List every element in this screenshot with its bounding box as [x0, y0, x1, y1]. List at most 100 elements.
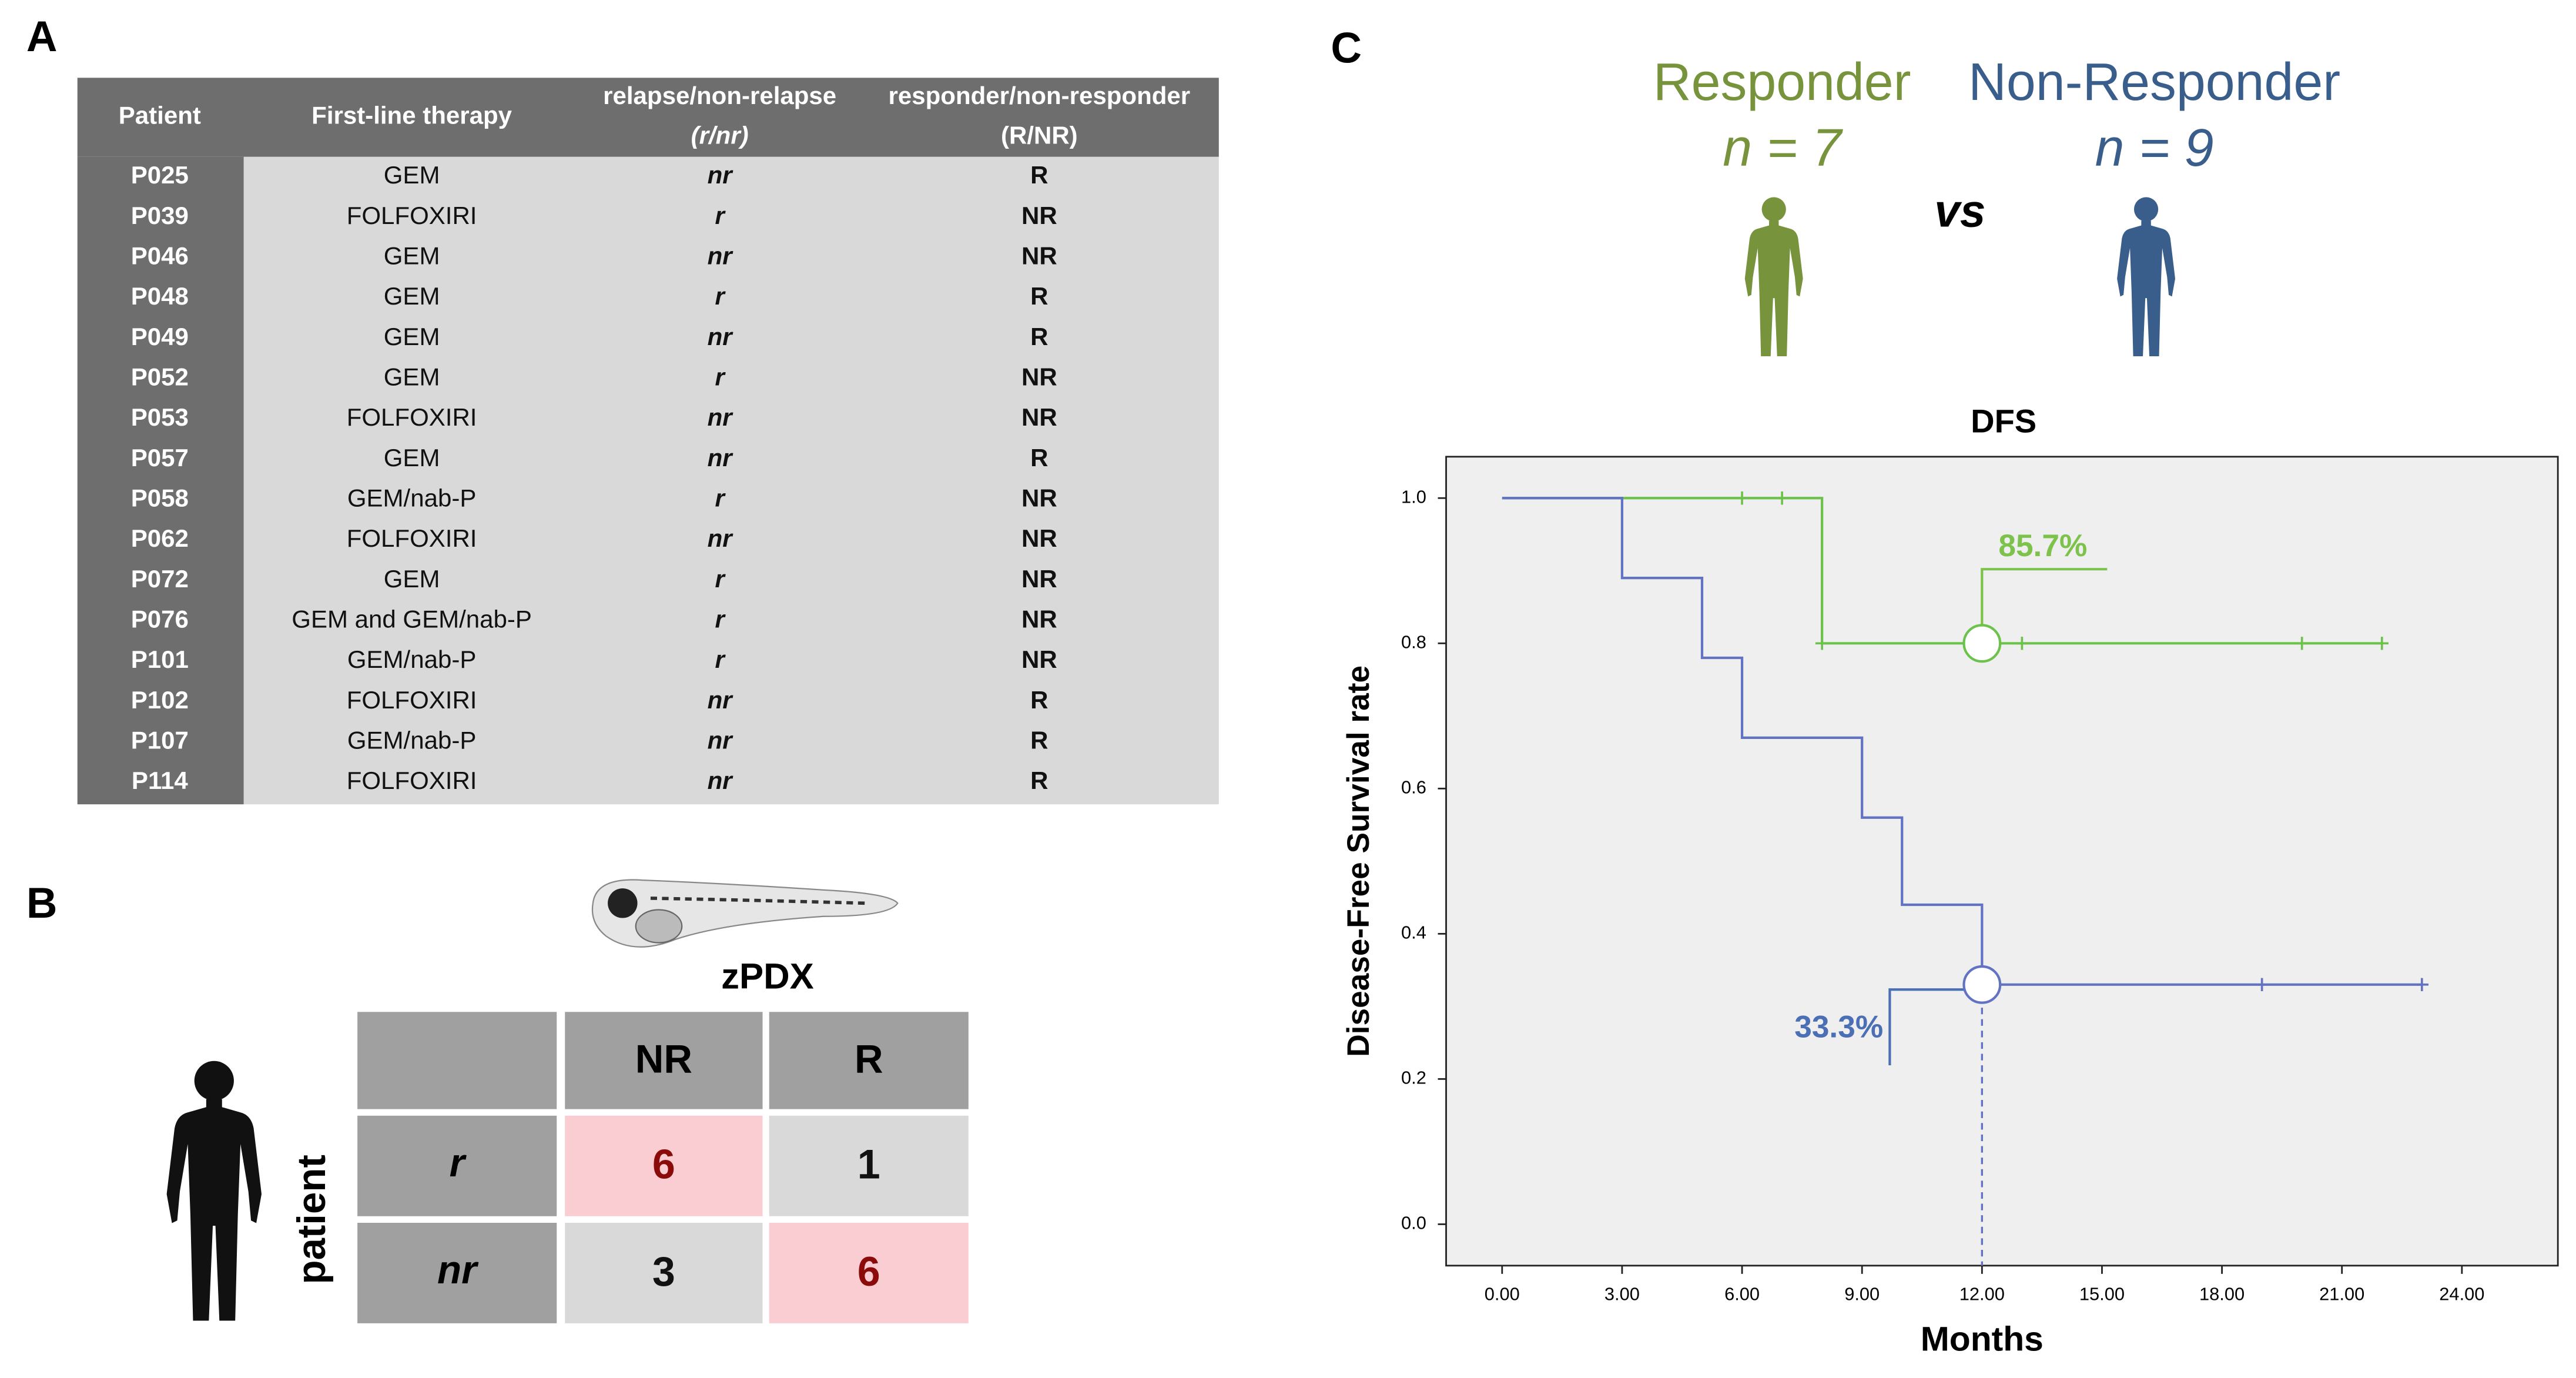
matrix-col-header: NR — [635, 1038, 692, 1082]
matrix-value: 6 — [857, 1249, 880, 1295]
table-cell: P062 — [131, 524, 189, 552]
table-cell: nr — [708, 444, 734, 471]
table-cell: FOLFOXIRI — [347, 202, 477, 229]
table-cell: NR — [1021, 524, 1057, 552]
annotation-connector — [1888, 988, 1964, 1066]
table-cell: FOLFOXIRI — [347, 403, 477, 431]
patient-icon — [166, 1061, 262, 1321]
table-cell: FOLFOXIRI — [347, 524, 477, 552]
table-cell: GEM — [384, 444, 440, 471]
table-cell: nr — [708, 323, 734, 350]
x-tick-label: 9.00 — [1844, 1283, 1880, 1304]
censor-mark — [2255, 978, 2269, 992]
table-header: (r/nr) — [691, 121, 749, 149]
versus: vs — [1934, 185, 1985, 237]
table-cell: P072 — [131, 565, 189, 593]
table-cell: r — [715, 645, 726, 673]
table-first-column-bg — [77, 156, 244, 805]
table-cell: r — [715, 565, 726, 593]
y-tick-label: 1.0 — [1401, 486, 1426, 507]
table-header: Patient — [119, 102, 201, 129]
table-cell: P058 — [131, 484, 189, 512]
table-cell: nr — [708, 726, 734, 754]
censor-mark — [2415, 978, 2429, 992]
table-cell: R — [1030, 686, 1048, 714]
table-cell: R — [1030, 161, 1048, 189]
non-responder-icon — [2117, 197, 2176, 357]
y-tick-label: 0.2 — [1401, 1068, 1426, 1088]
table-cell: R — [1030, 282, 1048, 310]
table-cell: nr — [708, 242, 734, 270]
table-cell: FOLFOXIRI — [347, 767, 477, 794]
panel-label: B — [26, 879, 58, 927]
y-tick-label: 0.6 — [1401, 777, 1426, 797]
y-axis-label: Disease-Free Survival rate — [1341, 665, 1376, 1057]
table-cell: NR — [1021, 403, 1057, 431]
table-cell: P046 — [131, 242, 189, 270]
table-cell: NR — [1021, 565, 1057, 593]
table-cell: NR — [1021, 202, 1057, 229]
table-cell: nr — [708, 403, 734, 431]
table-cell: P114 — [132, 767, 188, 794]
table-cell: NR — [1021, 606, 1057, 633]
matrix-value: 6 — [652, 1142, 675, 1188]
matrix-row-header-bg — [357, 1222, 557, 1323]
table-cell: P048 — [131, 282, 189, 310]
table-cell: GEM/nab-P — [347, 645, 477, 673]
matrix-row-header: nr — [437, 1248, 479, 1292]
table-cell: FOLFOXIRI — [347, 686, 477, 714]
censor-mark — [2375, 637, 2389, 650]
table-header: relapse/non-relapse — [603, 82, 836, 109]
table-header: (R/NR) — [1001, 121, 1078, 149]
table-cell: r — [715, 484, 726, 512]
table-cell: r — [715, 282, 726, 310]
matrix-value: 3 — [652, 1249, 675, 1295]
table-cell: R — [1030, 323, 1048, 350]
matrix-cell — [565, 1222, 763, 1323]
table-cell: P039 — [131, 202, 189, 229]
x-tick-label: 6.00 — [1724, 1283, 1760, 1304]
table-cell: P057 — [131, 444, 189, 471]
censor-mark — [1815, 637, 1829, 650]
table-cell: R — [1030, 726, 1048, 754]
table-cell: nr — [708, 767, 734, 794]
matrix-col-header: R — [855, 1038, 883, 1082]
table-cell: NR — [1021, 242, 1057, 270]
plot-area — [1445, 456, 2559, 1267]
table-cell: P052 — [131, 363, 189, 391]
table-cell: GEM — [384, 565, 440, 593]
table-cell: r — [715, 363, 726, 391]
table-cell: R — [1030, 767, 1048, 794]
matrix-row-header: r — [450, 1141, 467, 1185]
group-n: n = 7 — [1723, 119, 1843, 178]
y-tick-label: 0.8 — [1401, 631, 1426, 652]
table-cell: nr — [708, 686, 734, 714]
table-header: responder/non-responder — [889, 82, 1191, 109]
annotation-connector — [1981, 568, 2108, 626]
panel-label: C — [1331, 25, 1362, 72]
table-cell: GEM/nab-P — [347, 484, 477, 512]
x-tick-label: 12.00 — [1959, 1283, 2005, 1304]
y-tick-label: 0.4 — [1401, 922, 1426, 943]
matrix-cell — [565, 1115, 763, 1216]
matrix-col-header-bg — [565, 1012, 763, 1109]
y-tick-label: 0.0 — [1401, 1213, 1426, 1233]
group-n: n = 9 — [2095, 119, 2214, 178]
table-cell: r — [715, 606, 726, 633]
censor-mark — [1775, 491, 1789, 505]
zebrafish-icon — [591, 879, 899, 948]
survival-curve — [1502, 497, 2382, 645]
matrix-col-header-bg — [769, 1012, 969, 1109]
table-cell: P025 — [131, 161, 189, 189]
chart-title: DFS — [1971, 403, 2036, 440]
group-name: Responder — [1653, 53, 1911, 112]
x-tick-label: 0.00 — [1485, 1283, 1520, 1304]
x-tick-label: 21.00 — [2319, 1283, 2364, 1304]
matrix-corner — [357, 1012, 557, 1109]
x-tick-label: 18.00 — [2199, 1283, 2245, 1304]
table-cell: GEM/nab-P — [347, 726, 477, 754]
table-header-bg — [77, 78, 1219, 157]
table-cell: NR — [1021, 484, 1057, 512]
table-cell: GEM and GEM/nab-P — [292, 606, 532, 633]
